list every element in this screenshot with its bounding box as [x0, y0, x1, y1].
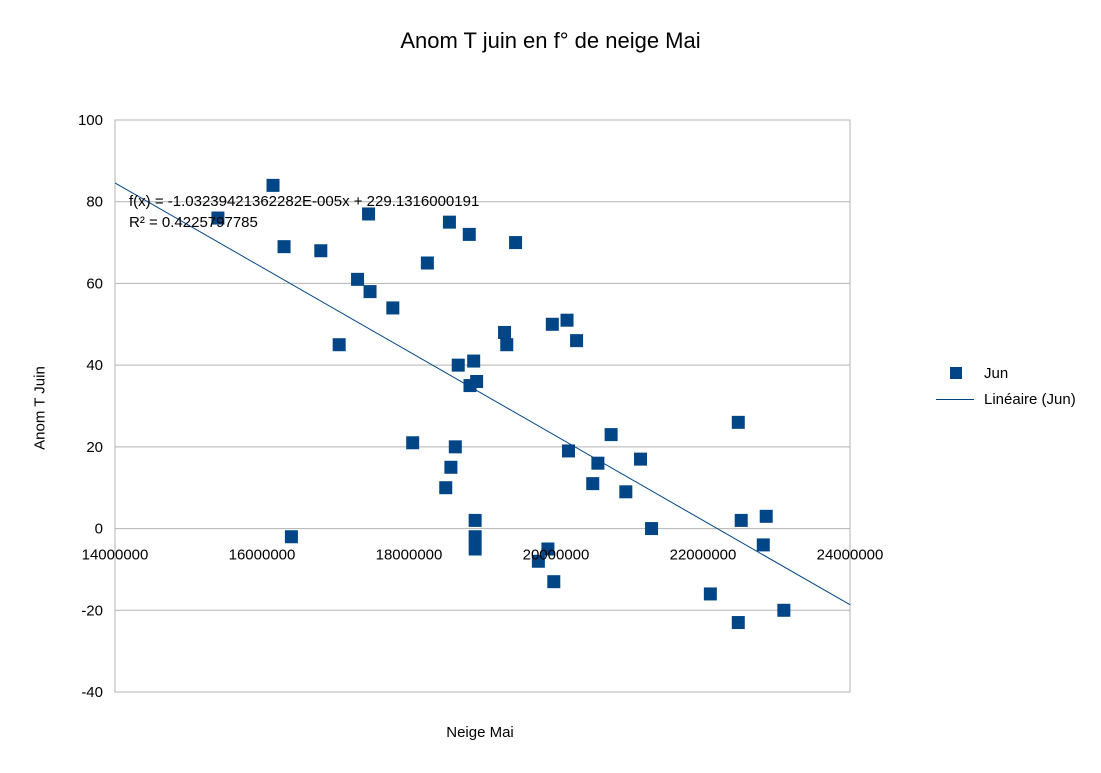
data-point	[560, 313, 574, 327]
data-point	[386, 301, 400, 315]
x-tick-label: 14000000	[82, 547, 149, 564]
data-point	[420, 256, 434, 270]
data-point	[759, 509, 773, 523]
data-point	[462, 227, 476, 241]
data-point	[444, 460, 458, 474]
trendline-equation: f(x) = -1.03239421362282E-005x + 229.131…	[129, 193, 479, 210]
data-point	[619, 485, 633, 499]
trendline-group	[114, 182, 851, 606]
data-point	[734, 513, 748, 527]
plot-frame	[114, 119, 851, 693]
x-tick-label: 24000000	[817, 547, 884, 564]
data-point	[777, 603, 791, 617]
data-point	[509, 236, 523, 250]
trendline	[114, 182, 851, 606]
data-point	[362, 207, 376, 221]
data-point	[634, 452, 648, 466]
trendline-r-squared: R² = 0.4225797785	[129, 214, 258, 231]
data-point	[211, 211, 225, 225]
data-point	[498, 325, 512, 339]
legend-item-trendline: Linéaire (Jun)	[932, 386, 1076, 412]
x-tick-labels: 14000000 16000000 18000000 20000000 22000000…	[82, 547, 884, 564]
data-point	[284, 530, 298, 544]
data-point	[731, 415, 745, 429]
data-point	[467, 354, 481, 368]
data-point	[500, 338, 514, 352]
chart-title: Anom T juin en f° de neige Mai	[400, 28, 701, 53]
data-point	[451, 358, 465, 372]
y-tick-label: 0	[95, 521, 103, 538]
y-tick-labels: -40 -20 0 20 40 60 80 100	[78, 112, 103, 701]
y-tick-label: 40	[86, 357, 103, 374]
x-tick-label: 16000000	[229, 547, 296, 564]
x-tick-label: 22000000	[670, 547, 737, 564]
data-point	[332, 338, 346, 352]
legend-label-trendline: Linéaire (Jun)	[984, 390, 1076, 408]
data-point	[645, 522, 659, 536]
y-tick-label: 60	[86, 275, 103, 292]
legend-label-series: Jun	[984, 364, 1009, 382]
data-point	[363, 285, 377, 299]
square-marker-icon	[950, 367, 962, 379]
legend: Jun Linéaire (Jun)	[932, 360, 1076, 412]
data-point	[570, 334, 584, 348]
data-point	[439, 481, 453, 495]
data-point	[406, 436, 420, 450]
x-tick-label: 18000000	[376, 547, 443, 564]
data-point	[448, 440, 462, 454]
data-point	[541, 542, 555, 556]
data-point	[468, 530, 482, 544]
y-tick-label: 100	[78, 112, 103, 129]
y-tick-label: -20	[81, 602, 103, 619]
data-point	[351, 272, 365, 286]
data-point	[586, 477, 600, 491]
data-point	[468, 542, 482, 556]
legend-item-series: Jun	[932, 360, 1076, 386]
x-axis-title: Neige Mai	[446, 724, 514, 741]
data-point	[561, 444, 575, 458]
data-point	[547, 575, 561, 589]
y-tick-label: -40	[81, 684, 103, 701]
data-point	[591, 456, 605, 470]
data-points	[211, 178, 791, 630]
data-point	[545, 317, 559, 331]
data-point	[266, 178, 280, 192]
line-icon	[936, 398, 974, 400]
y-tick-label: 80	[86, 194, 103, 211]
data-point	[604, 428, 618, 442]
data-point	[468, 513, 482, 527]
y-tick-label: 20	[86, 439, 103, 456]
data-point	[756, 538, 770, 552]
data-point	[703, 587, 717, 601]
data-point	[314, 244, 328, 258]
data-point	[442, 215, 456, 229]
data-point	[277, 240, 291, 254]
data-point	[731, 616, 745, 630]
data-point	[470, 374, 484, 388]
data-point	[531, 554, 545, 568]
x-tick-label: 20000000	[523, 547, 590, 564]
